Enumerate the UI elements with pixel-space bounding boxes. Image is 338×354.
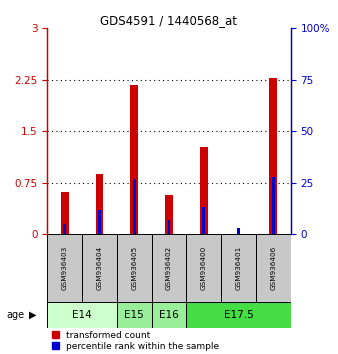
Bar [47, 234, 82, 302]
Bar [133, 179, 136, 234]
Text: GSM936404: GSM936404 [96, 246, 102, 290]
Bar [237, 228, 240, 234]
Text: E14: E14 [72, 310, 92, 320]
Bar [186, 234, 221, 302]
Bar [272, 177, 275, 234]
Text: E16: E16 [159, 310, 179, 320]
Bar [202, 207, 205, 234]
Text: GSM936402: GSM936402 [166, 246, 172, 290]
Text: GSM936401: GSM936401 [236, 246, 242, 290]
Text: GSM936403: GSM936403 [62, 246, 68, 290]
Bar [47, 302, 117, 328]
Bar [168, 220, 170, 234]
Bar [117, 302, 152, 328]
Bar [186, 302, 291, 328]
Bar [98, 210, 101, 234]
Bar [82, 234, 117, 302]
Bar [269, 79, 277, 234]
Bar [96, 174, 103, 234]
Bar [130, 85, 138, 234]
Bar [152, 302, 186, 328]
Text: GSM936400: GSM936400 [201, 246, 207, 290]
Bar [61, 192, 69, 234]
Bar [117, 234, 152, 302]
Text: age: age [7, 310, 25, 320]
Title: GDS4591 / 1440568_at: GDS4591 / 1440568_at [100, 14, 238, 27]
Text: E15: E15 [124, 310, 144, 320]
Bar [221, 234, 256, 302]
Text: ▶: ▶ [29, 310, 36, 320]
Bar [63, 224, 66, 234]
Legend: transformed count, percentile rank within the sample: transformed count, percentile rank withi… [52, 331, 219, 351]
Text: GSM936406: GSM936406 [270, 246, 276, 290]
Text: GSM936405: GSM936405 [131, 246, 137, 290]
Bar [256, 234, 291, 302]
Bar [165, 195, 173, 234]
Text: E17.5: E17.5 [224, 310, 254, 320]
Bar [200, 147, 208, 234]
Bar [152, 234, 186, 302]
